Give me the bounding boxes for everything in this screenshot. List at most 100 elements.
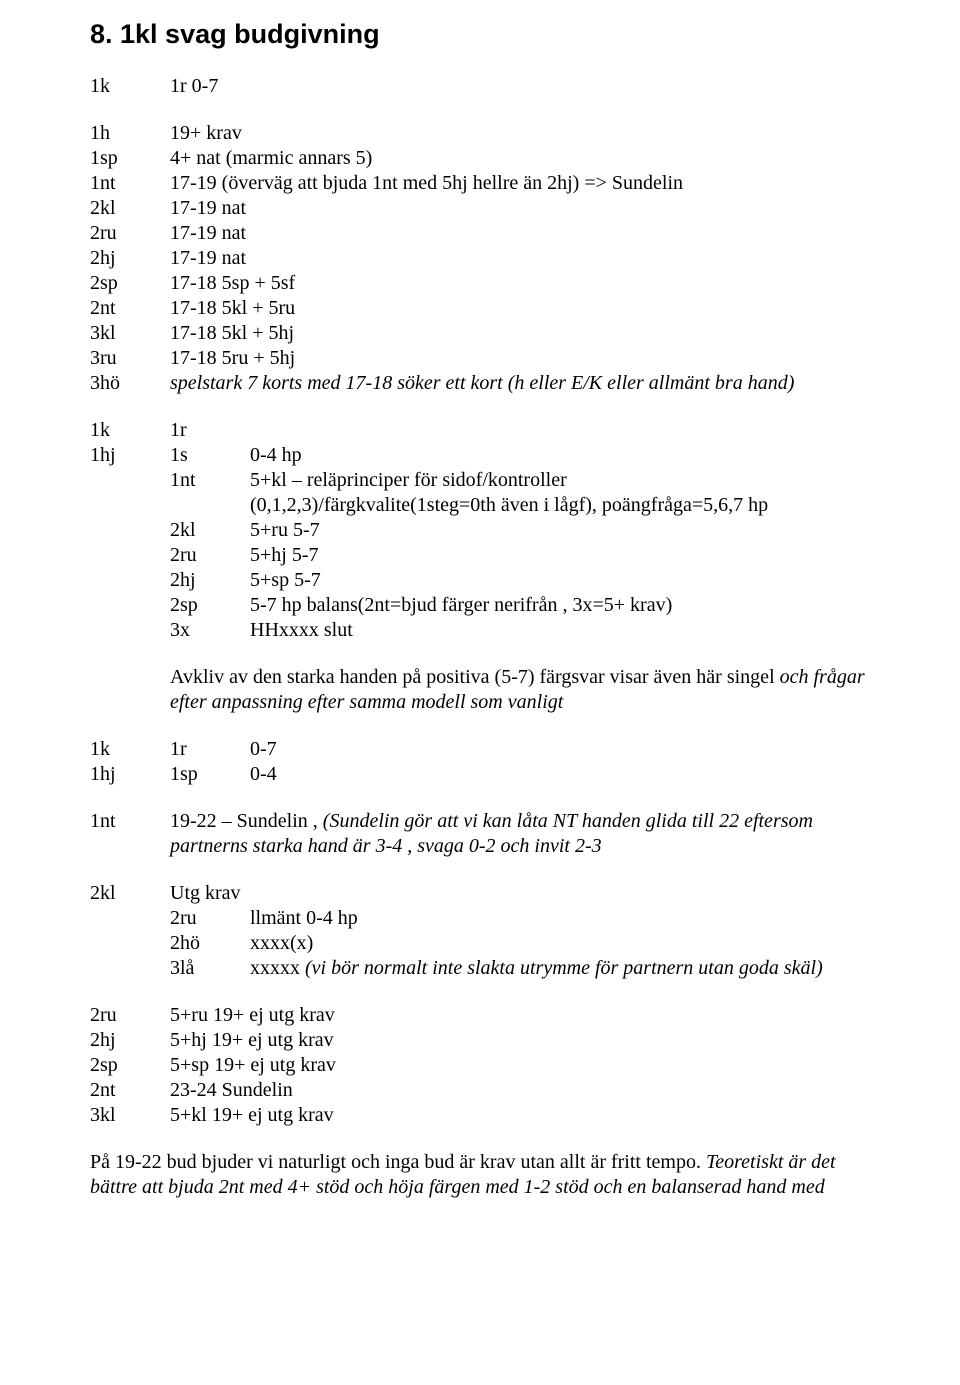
- bid-col: 1k: [90, 737, 170, 762]
- row: 3låxxxxx (vi bör normalt inte slakta utr…: [90, 956, 870, 981]
- bid-col: 1nt: [90, 171, 170, 196]
- row: 2hj5+sp 5-7: [90, 568, 870, 593]
- bid-col: 1nt: [90, 809, 170, 859]
- row: 2kl5+ru 5-7: [90, 518, 870, 543]
- row: (0,1,2,3)/färgkvalite(1steg=0th även i l…: [90, 493, 870, 518]
- bid-col: 2nt: [90, 296, 170, 321]
- row: 2ru17-19 nat: [90, 221, 870, 246]
- bid-col: 3kl: [90, 1103, 170, 1128]
- section-g: 2ru5+ru 19+ ej utg krav2hj5+hj 19+ ej ut…: [90, 1003, 870, 1128]
- desc-col: llmänt 0-4 hp: [250, 906, 870, 931]
- row: 3höspelstark 7 korts med 17-18 söker ett…: [90, 371, 870, 396]
- blank-col: [90, 618, 170, 643]
- desc-col: 17-18 5ru + 5hj: [170, 346, 870, 371]
- section-a: 1k 1r 0-7: [90, 74, 870, 99]
- bid-col: 2nt: [90, 1078, 170, 1103]
- bid-col: 3ru: [90, 346, 170, 371]
- row: 1k1r: [90, 418, 870, 443]
- section-f-inner: 2rullmänt 0-4 hp2höxxxx(x)3låxxxxx (vi b…: [90, 906, 870, 981]
- desc-col: 17-19 nat: [170, 246, 870, 271]
- bid-col: 2sp: [90, 1053, 170, 1078]
- bid-col: 1sp: [90, 146, 170, 171]
- row: 1h19+ krav: [90, 121, 870, 146]
- desc-col: 5+sp 5-7: [250, 568, 870, 593]
- sub-col: 2hö: [170, 931, 250, 956]
- row: 3kl5+kl 19+ ej utg krav: [90, 1103, 870, 1128]
- desc-col: 17-18 5sp + 5sf: [170, 271, 870, 296]
- desc-col: HHxxxx slut: [250, 618, 870, 643]
- desc-col: 19+ krav: [170, 121, 870, 146]
- desc-col: xxxxx (vi bör normalt inte slakta utrymm…: [250, 956, 870, 981]
- desc-col: 0-4 hp: [250, 443, 870, 468]
- bid-col: 1h: [90, 121, 170, 146]
- blank-col: [90, 493, 170, 518]
- desc-col: 1r 0-7: [170, 74, 870, 99]
- blank-col: [90, 906, 170, 931]
- blank-col: [90, 543, 170, 568]
- desc-col: 19-22 – Sundelin , (Sundelin gör att vi …: [170, 809, 870, 859]
- desc-col: Utg krav: [170, 881, 870, 906]
- row: 2hj17-19 nat: [90, 246, 870, 271]
- row: 2ru5+hj 5-7: [90, 543, 870, 568]
- sub-col: 2hj: [170, 568, 250, 593]
- text-ital: spelstark 7 korts med 17-18 söker ett ko…: [170, 372, 794, 394]
- row: 2nt17-18 5kl + 5ru: [90, 296, 870, 321]
- desc-col: 0-7: [250, 737, 870, 762]
- text: Avkliv av den starka handen på positiva …: [170, 666, 780, 688]
- bid-col: 1k: [90, 418, 170, 443]
- row: 1k 1r 0-7: [90, 74, 870, 99]
- row: 1hj1sp0-4: [90, 762, 870, 787]
- desc-col: 17-19 nat: [170, 221, 870, 246]
- section-d: 1k1r0-71hj1sp0-4: [90, 737, 870, 787]
- section-e: 1nt 19-22 – Sundelin , (Sundelin gör att…: [90, 809, 870, 859]
- bid-col: 3kl: [90, 321, 170, 346]
- sub-col: 2ru: [170, 906, 250, 931]
- desc-col: spelstark 7 korts med 17-18 söker ett ko…: [170, 371, 870, 396]
- row: 1nt5+kl – reläprinciper för sidof/kontro…: [90, 468, 870, 493]
- bid-col: 2hj: [90, 1028, 170, 1053]
- row: 2sp5-7 hp balans(2nt=bjud färger nerifrå…: [90, 593, 870, 618]
- blank-col: [90, 468, 170, 493]
- text: 19-22 – Sundelin ,: [170, 810, 323, 832]
- sub-col: 1sp: [170, 762, 250, 787]
- bid-col: 2ru: [90, 1003, 170, 1028]
- desc-col: 5+hj 19+ ej utg krav: [170, 1028, 870, 1053]
- bid-col: 2sp: [90, 271, 170, 296]
- desc-col: xxxx(x): [250, 931, 870, 956]
- desc-col: 17-19 (överväg att bjuda 1nt med 5hj hel…: [170, 171, 870, 196]
- desc-col: 5+ru 5-7: [250, 518, 870, 543]
- desc-col: 17-18 5kl + 5ru: [170, 296, 870, 321]
- desc-col: 5+ru 19+ ej utg krav: [170, 1003, 870, 1028]
- sub-col: 2ru: [170, 543, 250, 568]
- desc-col: 0-4: [250, 762, 870, 787]
- desc-col: 5+sp 19+ ej utg krav: [170, 1053, 870, 1078]
- desc-col: 23-24 Sundelin: [170, 1078, 870, 1103]
- row: 1sp4+ nat (marmic annars 5): [90, 146, 870, 171]
- desc-col: 5-7 hp balans(2nt=bjud färger nerifrån ,…: [250, 593, 870, 618]
- desc-col: 17-18 5kl + 5hj: [170, 321, 870, 346]
- desc-col: 17-19 nat: [170, 196, 870, 221]
- sub-col: 1r: [170, 737, 250, 762]
- row: 2sp5+sp 19+ ej utg krav: [90, 1053, 870, 1078]
- row: 1hj1s0-4 hp: [90, 443, 870, 468]
- blank-col: [90, 956, 170, 981]
- sub-col: 1nt: [170, 468, 250, 493]
- bid-col: 2kl: [90, 196, 170, 221]
- blank-col: [90, 568, 170, 593]
- desc-col: (0,1,2,3)/färgkvalite(1steg=0th även i l…: [250, 493, 870, 518]
- row: 2kl Utg krav: [90, 881, 870, 906]
- row: 1nt 19-22 – Sundelin , (Sundelin gör att…: [90, 809, 870, 859]
- desc-col: 5+kl – reläprinciper för sidof/kontrolle…: [250, 468, 870, 493]
- text: xxxxx: [250, 957, 305, 979]
- row: 2hj5+hj 19+ ej utg krav: [90, 1028, 870, 1053]
- text: På 19-22 bud bjuder vi naturligt och ing…: [90, 1151, 706, 1173]
- sub-col: 2kl: [170, 518, 250, 543]
- row: 2nt23-24 Sundelin: [90, 1078, 870, 1103]
- sub-col: 3x: [170, 618, 250, 643]
- section-c-inner: 1nt5+kl – reläprinciper för sidof/kontro…: [90, 468, 870, 643]
- section-f-head: 2kl Utg krav: [90, 881, 870, 906]
- row: 1k1r0-7: [90, 737, 870, 762]
- sub-col: 3lå: [170, 956, 250, 981]
- section-b: 1h19+ krav1sp4+ nat (marmic annars 5)1nt…: [90, 121, 870, 396]
- blank-col: [90, 931, 170, 956]
